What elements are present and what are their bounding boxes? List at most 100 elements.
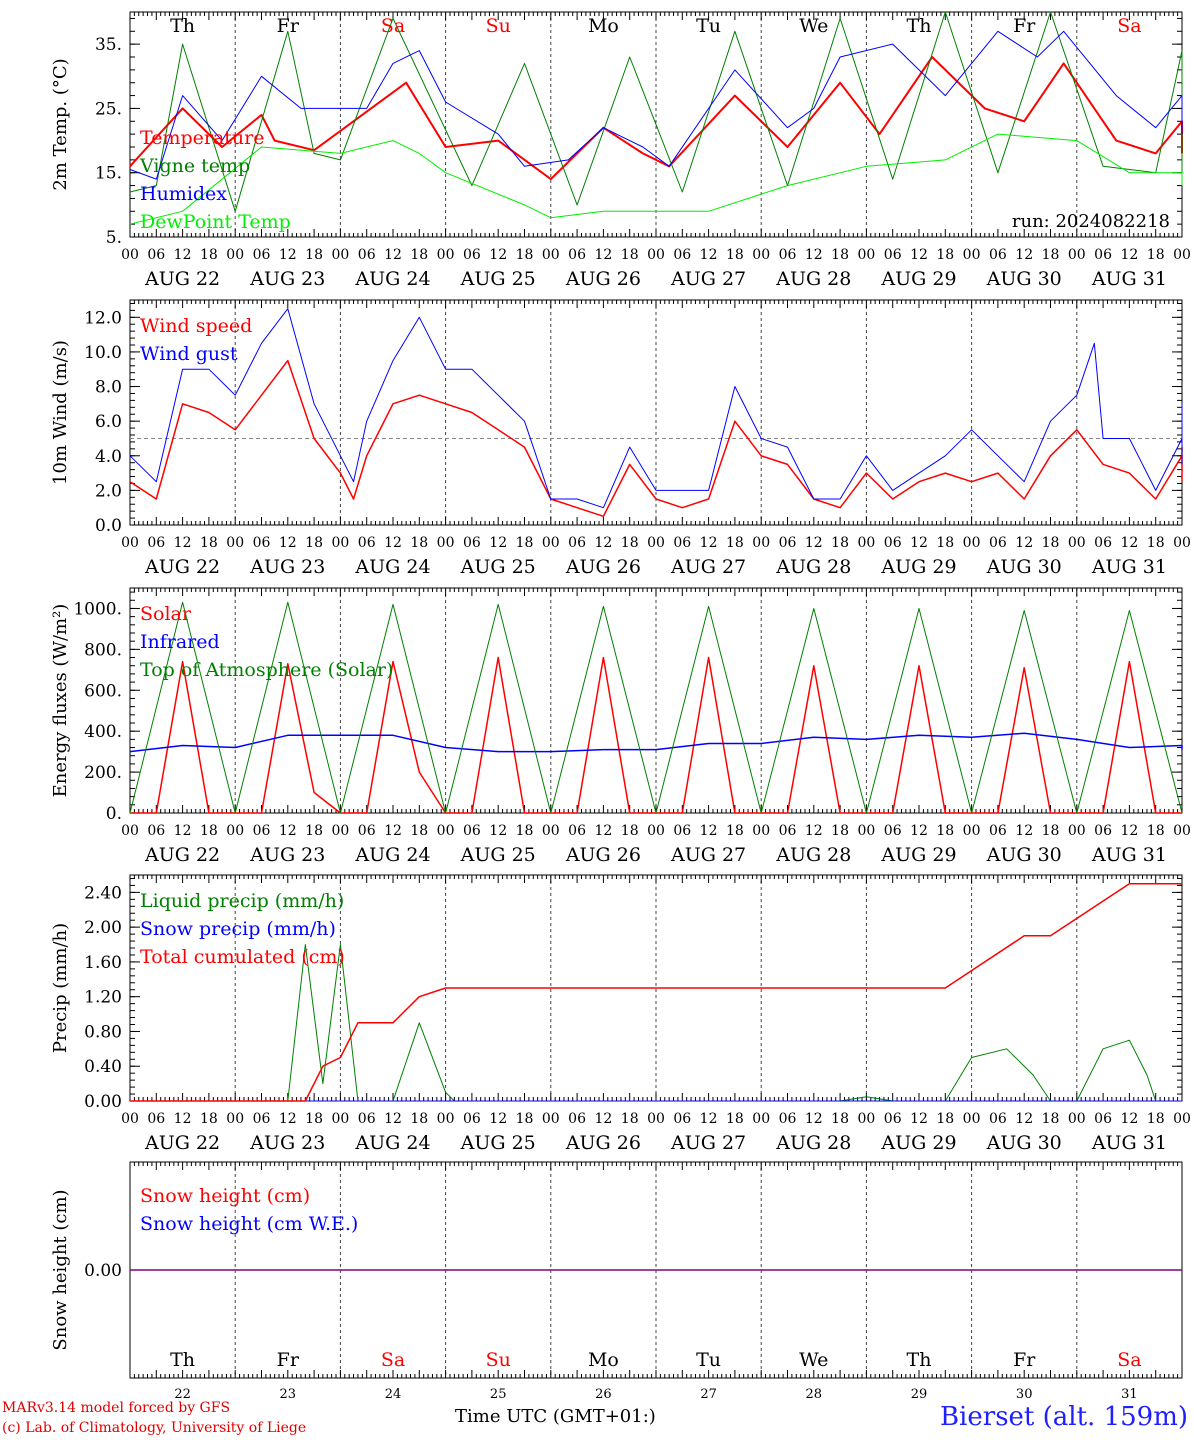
date-label: AUG 22 xyxy=(144,268,220,290)
day-name-bottom: Su xyxy=(486,1349,511,1371)
date-label: AUG 22 xyxy=(144,1132,220,1154)
hour-label: 00 xyxy=(857,535,875,551)
day-name-bottom: Fr xyxy=(1013,1349,1036,1371)
hour-label: 00 xyxy=(752,1111,770,1127)
hour-label: 06 xyxy=(884,247,902,263)
y-tick-label: 400. xyxy=(84,722,122,742)
hour-label: 00 xyxy=(857,247,875,263)
day-number: 27 xyxy=(700,1387,717,1402)
day-name-top: Mo xyxy=(588,15,619,37)
y-tick-label: 10.0 xyxy=(84,343,122,363)
hour-label: 06 xyxy=(989,247,1007,263)
hour-label: 12 xyxy=(1015,535,1033,551)
hour-label: 06 xyxy=(568,823,586,839)
legend-entry: Wind speed xyxy=(140,315,252,337)
date-label: AUG 26 xyxy=(565,268,641,290)
day-number: 31 xyxy=(1121,1387,1138,1402)
hour-label: 00 xyxy=(437,535,455,551)
date-label: AUG 30 xyxy=(986,1132,1062,1154)
hour-label: 06 xyxy=(884,823,902,839)
date-label: AUG 26 xyxy=(565,1132,641,1154)
hour-label: 18 xyxy=(726,535,744,551)
hour-label: 00 xyxy=(1068,535,1086,551)
hour-label: 12 xyxy=(910,1111,928,1127)
hour-label: 00 xyxy=(331,1111,349,1127)
y-tick-label: 1.20 xyxy=(84,988,122,1008)
hour-label: 18 xyxy=(410,1111,428,1127)
hour-label: 00 xyxy=(963,535,981,551)
date-label: AUG 30 xyxy=(986,268,1062,290)
hour-label: 12 xyxy=(805,535,823,551)
hour-label: 06 xyxy=(568,247,586,263)
day-number: 29 xyxy=(911,1387,928,1402)
date-label: AUG 31 xyxy=(1091,844,1167,866)
hour-label: 00 xyxy=(647,823,665,839)
date-label: AUG 24 xyxy=(354,556,430,578)
hour-label: 12 xyxy=(384,1111,402,1127)
hour-label: 12 xyxy=(279,1111,297,1127)
hour-label: 06 xyxy=(253,1111,271,1127)
y-tick-label: 0.0 xyxy=(95,516,122,536)
hour-label: 00 xyxy=(331,823,349,839)
legend-entry: Infrared xyxy=(140,631,220,653)
hour-label: 06 xyxy=(568,1111,586,1127)
y-tick-label: 6.0 xyxy=(95,412,122,432)
y-axis-label: Precip (mm/h) xyxy=(50,923,71,1053)
hour-label: 12 xyxy=(1120,247,1138,263)
hour-label: 00 xyxy=(437,247,455,263)
y-tick-label: 12.0 xyxy=(84,308,122,328)
hour-label: 18 xyxy=(200,535,218,551)
hour-label: 12 xyxy=(594,535,612,551)
y-axis-label: 10m Wind (m/s) xyxy=(50,340,71,485)
hour-label: 00 xyxy=(121,535,139,551)
legend-entry: Temperature xyxy=(140,127,264,149)
date-label: AUG 31 xyxy=(1091,556,1167,578)
hour-label: 12 xyxy=(1120,535,1138,551)
hour-label: 06 xyxy=(358,535,376,551)
date-label: AUG 26 xyxy=(565,556,641,578)
hour-label: 06 xyxy=(779,823,797,839)
date-label: AUG 23 xyxy=(249,1132,325,1154)
hour-label: 12 xyxy=(910,535,928,551)
hour-label: 00 xyxy=(1068,823,1086,839)
date-label: AUG 28 xyxy=(775,1132,851,1154)
hour-label: 06 xyxy=(253,823,271,839)
hour-label: 06 xyxy=(463,1111,481,1127)
hour-label: 18 xyxy=(1147,1111,1165,1127)
hour-label: 06 xyxy=(884,535,902,551)
legend-entry: Humidex xyxy=(140,183,227,205)
hour-label: 06 xyxy=(673,823,691,839)
day-number: 22 xyxy=(174,1387,191,1402)
hour-label: 12 xyxy=(489,823,507,839)
hour-label: 18 xyxy=(1042,247,1060,263)
hour-label: 12 xyxy=(700,823,718,839)
hour-label: 00 xyxy=(752,247,770,263)
date-label: AUG 29 xyxy=(880,268,956,290)
hour-label: 12 xyxy=(910,247,928,263)
hour-label: 06 xyxy=(989,535,1007,551)
hour-label: 00 xyxy=(226,1111,244,1127)
hour-label: 06 xyxy=(147,823,165,839)
hour-label: 00 xyxy=(857,823,875,839)
legend-entry: Snow precip (mm/h) xyxy=(140,918,336,940)
date-label: AUG 26 xyxy=(565,844,641,866)
series-line xyxy=(129,601,1183,814)
day-name-top: Su xyxy=(486,15,511,37)
hour-label: 18 xyxy=(621,535,639,551)
date-label: AUG 25 xyxy=(460,268,536,290)
hour-label: 12 xyxy=(594,247,612,263)
hour-label: 00 xyxy=(437,1111,455,1127)
credit-model: MARv3.14 model forced by GFS xyxy=(2,1400,231,1416)
hour-label: 18 xyxy=(726,247,744,263)
day-number: 23 xyxy=(280,1387,297,1402)
date-label: AUG 27 xyxy=(670,1132,746,1154)
hour-label: 18 xyxy=(305,1111,323,1127)
hour-label: 18 xyxy=(726,1111,744,1127)
y-tick-label: 2.0 xyxy=(95,481,122,501)
hour-label: 12 xyxy=(384,823,402,839)
hour-label: 18 xyxy=(1147,535,1165,551)
panel-snow: 0.00 Snow height (cm) Snow height (cm) Snow… xyxy=(50,1161,1183,1402)
day-name-bottom: Th xyxy=(170,1349,195,1371)
date-label: AUG 30 xyxy=(986,556,1062,578)
hour-label: 12 xyxy=(384,535,402,551)
